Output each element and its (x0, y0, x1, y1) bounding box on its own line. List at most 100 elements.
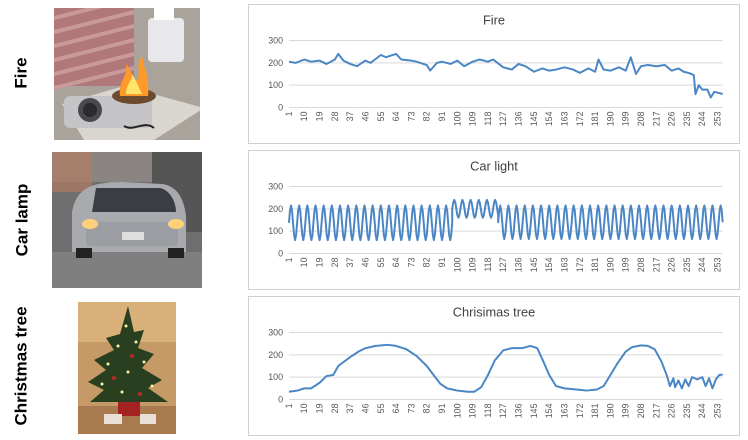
x-tick-label: 82 (422, 257, 432, 267)
x-tick-label: 163 (559, 257, 569, 272)
x-tick-label: 91 (437, 257, 447, 267)
y-tick-label: 300 (268, 35, 283, 45)
x-tick-label: 181 (590, 403, 600, 418)
row-label-text: Christmas tree (12, 306, 31, 426)
x-tick-label: 244 (697, 403, 707, 418)
x-tick-label: 10 (299, 111, 309, 121)
chart-fire: Fire 0 100 200 300 1 10 19 28 37 46 55 64 73 82 91 100 10… (268, 13, 723, 126)
chart-christmas-tree: Chrisimas tree 0 100 200 300 1 10 19 28 37 46 55 64 7… (268, 305, 723, 418)
series-line (288, 52, 723, 99)
y-tick-label: 300 (268, 181, 283, 191)
x-tick-label: 28 (330, 403, 340, 413)
x-tick-label: 127 (498, 257, 508, 272)
y-tick-label: 0 (278, 102, 283, 112)
christmas-tree-photo (78, 302, 176, 434)
x-tick-label: 19 (315, 257, 325, 267)
x-tick-label: 19 (315, 111, 325, 121)
x-tick-label: 55 (376, 111, 386, 121)
x-tick-label: 235 (682, 403, 692, 418)
row-label-car-lamp: Car lamp (0, 150, 44, 290)
x-tick-label: 190 (605, 403, 615, 418)
x-tick-label: 37 (345, 403, 355, 413)
chart-title: Fire (483, 13, 505, 28)
x-tick-label: 100 (452, 111, 462, 126)
x-tick-label: 109 (468, 111, 478, 126)
x-tick-label: 55 (376, 257, 386, 267)
y-tick-label: 200 (268, 58, 283, 68)
x-tick-label: 10 (299, 403, 309, 413)
row-label-fire: Fire (0, 6, 44, 140)
x-tick-label: 73 (406, 257, 416, 267)
x-tick-label: 82 (422, 403, 432, 413)
x-tick-label: 37 (345, 111, 355, 121)
chart-title: Car light (470, 159, 518, 174)
x-tick-label: 217 (651, 257, 661, 272)
x-tick-label: 91 (437, 111, 447, 121)
x-tick-label: 235 (682, 111, 692, 126)
series-line (287, 198, 724, 242)
x-tick-label: 136 (514, 111, 524, 126)
x-tick-label: 253 (713, 257, 723, 272)
x-tick-label: 46 (360, 257, 370, 267)
x-tick-label: 154 (544, 257, 554, 272)
y-tick-label: 0 (278, 394, 283, 404)
x-tick-label: 163 (559, 111, 569, 126)
x-tick-label: 199 (621, 111, 631, 126)
x-tick-label: 226 (667, 257, 677, 272)
x-tick-label: 1 (284, 257, 294, 262)
x-tick-label: 172 (575, 257, 585, 272)
x-tick-label: 118 (483, 257, 493, 271)
fire-photo (54, 8, 200, 140)
x-tick-label: 1 (284, 403, 294, 408)
x-tick-label: 37 (345, 257, 355, 267)
x-tick-label: 118 (483, 111, 493, 125)
x-tick-label: 46 (360, 403, 370, 413)
y-tick-label: 200 (268, 350, 283, 360)
x-tick-label: 253 (713, 111, 723, 126)
x-tick-label: 145 (529, 257, 539, 272)
x-tick-label: 145 (529, 111, 539, 126)
x-tick-label: 28 (330, 257, 340, 267)
chart-panel-christmas-tree: Chrisimas tree 0 100 200 300 1 10 19 28 37 46 55 64 7… (248, 296, 740, 436)
y-tick-label: 0 (278, 248, 283, 258)
x-tick-label: 91 (437, 403, 447, 413)
chart-panel-car-light: Car light 0 100 200 300 1 10 19 28 37 46 55 64 73 82 91… (248, 150, 740, 290)
x-tick-label: 19 (315, 403, 325, 413)
x-tick-label: 136 (514, 403, 524, 418)
series-line (288, 343, 723, 393)
row-label-text: Fire (12, 57, 31, 89)
x-tick-label: 154 (544, 111, 554, 126)
y-tick-label: 100 (268, 372, 283, 382)
y-tick-label: 100 (268, 226, 283, 236)
row-label-text: Car lamp (12, 183, 31, 257)
x-tick-label: 73 (406, 403, 416, 413)
x-tick-label: 199 (621, 403, 631, 418)
x-tick-label: 226 (667, 111, 677, 126)
x-tick-label: 226 (667, 403, 677, 418)
chart-panel-fire: Fire 0 100 200 300 1 10 19 28 37 46 55 64 73 82 91 100 10… (248, 4, 740, 144)
x-tick-label: 118 (483, 403, 493, 417)
x-tick-label: 181 (590, 111, 600, 126)
x-tick-label: 172 (575, 111, 585, 126)
x-tick-label: 208 (636, 403, 646, 418)
x-tick-label: 217 (651, 111, 661, 126)
x-tick-label: 172 (575, 403, 585, 418)
chart-car-light: Car light 0 100 200 300 1 10 19 28 37 46 55 64 73 82 91… (268, 159, 724, 272)
x-tick-label: 28 (330, 111, 340, 121)
x-tick-label: 208 (636, 257, 646, 272)
x-tick-label: 163 (559, 403, 569, 418)
y-tick-label: 300 (268, 327, 283, 337)
x-tick-label: 109 (468, 403, 478, 418)
x-tick-label: 181 (590, 257, 600, 272)
x-tick-label: 109 (468, 257, 478, 272)
x-tick-label: 208 (636, 111, 646, 126)
chart-title: Chrisimas tree (453, 305, 535, 320)
x-tick-label: 64 (391, 257, 401, 267)
x-tick-label: 145 (529, 403, 539, 418)
x-tick-label: 217 (651, 403, 661, 418)
x-tick-label: 82 (422, 111, 432, 121)
x-tick-label: 100 (452, 403, 462, 418)
y-tick-label: 200 (268, 204, 283, 214)
car-photo (52, 152, 202, 288)
x-tick-label: 253 (713, 403, 723, 418)
